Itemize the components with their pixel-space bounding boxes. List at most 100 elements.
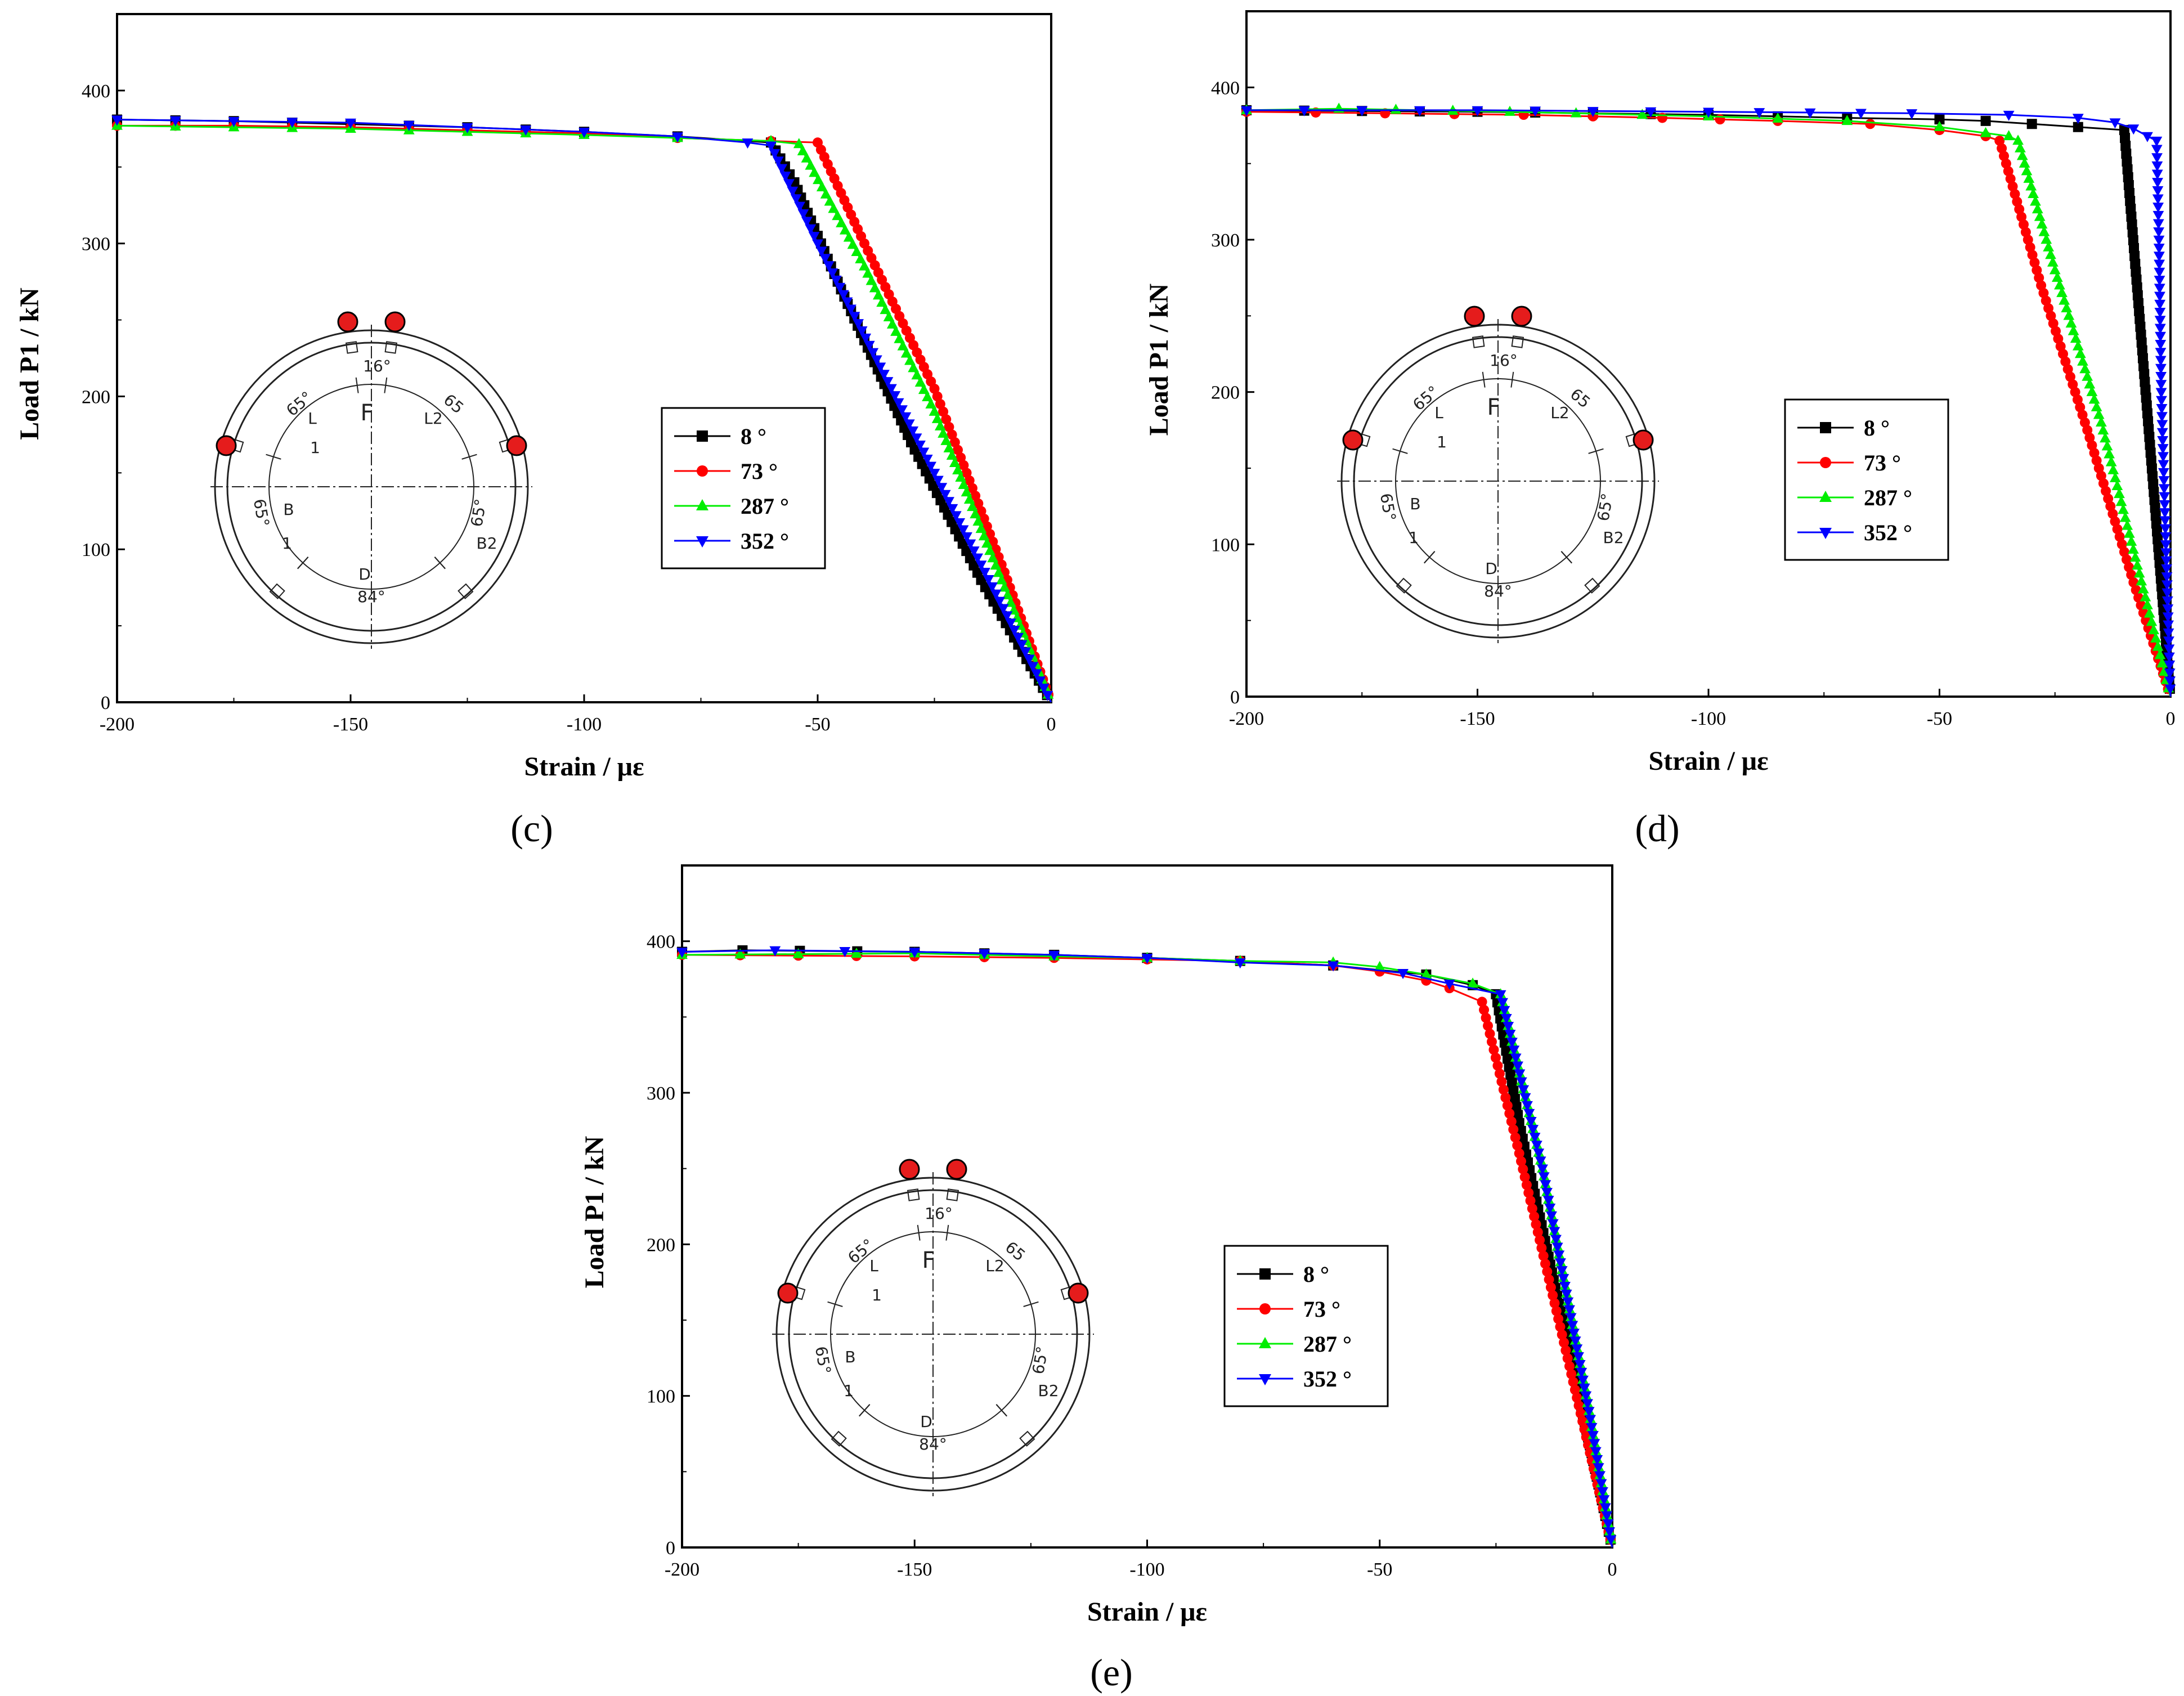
data-point (2107, 509, 2118, 519)
data-point (964, 475, 975, 486)
data-point (1772, 113, 1784, 123)
series-3 (111, 115, 1053, 703)
data-point (2134, 306, 2145, 316)
data-point (1390, 104, 1402, 114)
data-point (2075, 402, 2086, 412)
diagram-bolt-plate (269, 583, 285, 599)
data-point (873, 289, 884, 300)
data-point (1485, 1029, 1495, 1039)
data-point (2116, 539, 2127, 550)
data-point (2146, 455, 2156, 466)
diagram-joint-tick (355, 377, 359, 393)
data-point (1500, 1092, 1511, 1103)
data-point (1500, 1013, 1512, 1024)
data-point (2115, 496, 2127, 506)
legend-marker (697, 465, 708, 477)
data-point (2088, 393, 2100, 404)
data-point (2161, 588, 2173, 599)
y-tick-label: 100 (1211, 535, 1240, 555)
data-point (2122, 164, 2133, 175)
data-point (2072, 114, 2084, 124)
data-point (801, 152, 813, 163)
data-point (2016, 150, 2028, 160)
data-point (2156, 428, 2168, 438)
data-point (856, 326, 868, 336)
data-point (1564, 1305, 1575, 1316)
data-point (1994, 136, 2005, 146)
data-point (1328, 961, 1339, 972)
data-point (765, 141, 777, 152)
data-point (1557, 1329, 1567, 1340)
data-point (976, 506, 986, 517)
data-point (1589, 1439, 1600, 1450)
data-point (1048, 950, 1060, 961)
data-point (2163, 652, 2175, 663)
data-point (2136, 575, 2147, 586)
data-point (1980, 115, 1991, 126)
data-point (2151, 161, 2163, 172)
data-point (2019, 219, 2029, 230)
data-point (2041, 295, 2051, 306)
data-point (2129, 551, 2141, 562)
data-point (1587, 1431, 1599, 1442)
data-point (2028, 188, 2039, 198)
data-point (1855, 109, 1867, 119)
data-point (2135, 321, 2146, 332)
data-point (2043, 241, 2055, 252)
data-point (1605, 1535, 1617, 1546)
series-0 (677, 945, 1616, 1548)
data-point (1573, 1352, 1584, 1363)
data-point (1580, 1391, 1592, 1402)
data-point (860, 333, 872, 344)
diagram-bolt-plate (907, 1188, 920, 1201)
data-point (2103, 493, 2114, 504)
data-point (2086, 385, 2098, 396)
legend-label: 287 ° (1303, 1331, 1352, 1357)
data-point (2160, 556, 2172, 567)
y-axis-label: Load P1 / kN (15, 288, 44, 440)
data-point (1934, 120, 1945, 131)
data-point (1498, 1084, 1509, 1095)
data-point (2154, 284, 2165, 294)
diagram-label: 84° (919, 1435, 947, 1453)
data-point (1598, 1495, 1610, 1506)
data-point (929, 383, 940, 394)
data-point (1576, 1367, 1587, 1378)
data-point (2152, 219, 2164, 230)
data-point (578, 128, 590, 138)
data-point (914, 440, 926, 451)
data-point (2154, 259, 2165, 270)
data-point (1501, 1046, 1512, 1056)
diagram-label: 65° (811, 1345, 835, 1376)
data-point (2068, 325, 2079, 335)
data-point (859, 260, 870, 271)
data-point (2161, 580, 2173, 591)
data-point (885, 384, 897, 394)
panel-label: (d) (1635, 807, 1679, 850)
data-point (2150, 502, 2160, 513)
data-point (1542, 1196, 1554, 1206)
data-point (2136, 329, 2146, 340)
diagram-label: L2 (985, 1257, 1004, 1275)
data-point (1575, 1408, 1586, 1419)
data-point (2053, 333, 2064, 344)
data-point (2027, 250, 2038, 261)
data-point (979, 513, 989, 524)
data-point (2153, 235, 2165, 246)
data-point (2047, 256, 2059, 267)
data-point (1504, 1061, 1514, 1072)
data-point (2158, 460, 2169, 470)
data-point (2138, 361, 2149, 371)
data-point (2061, 302, 2073, 312)
data-point (882, 377, 894, 388)
data-point (1027, 662, 1039, 672)
data-point (2140, 591, 2151, 602)
data-point (957, 525, 969, 536)
data-point (2109, 472, 2121, 482)
diagram-label: 65° (467, 497, 490, 528)
diagram-label: L2 (1550, 403, 1569, 422)
data-point (1505, 1070, 1516, 1080)
data-point (2119, 512, 2131, 522)
data-point (403, 120, 415, 131)
